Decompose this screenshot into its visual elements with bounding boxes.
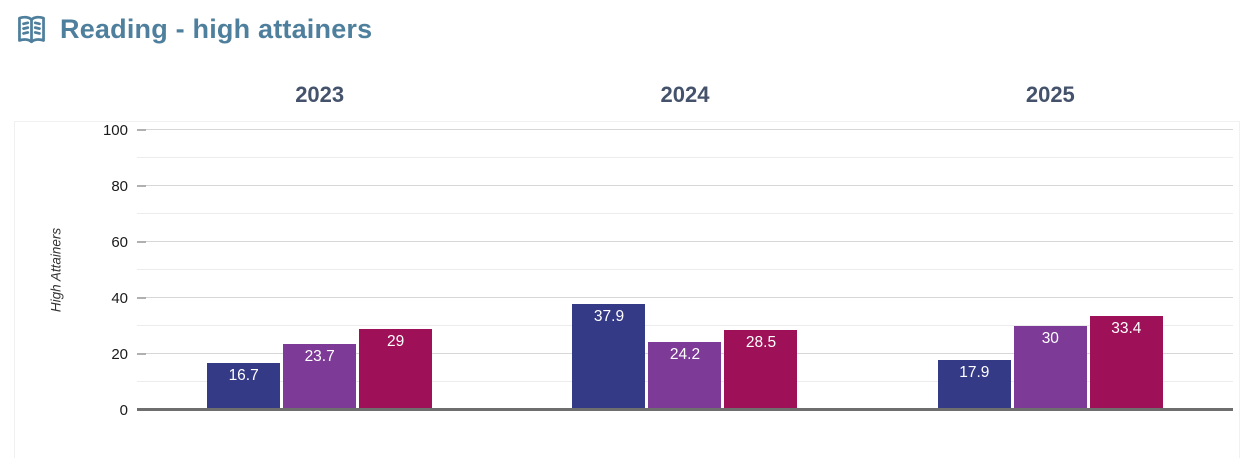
bar-group-slot-2023: 16.7 23.7 29	[137, 130, 502, 410]
bar-2025-series-3: 33.4	[1089, 316, 1163, 410]
gridline-80	[137, 184, 1233, 187]
bar-value-label: 17.9	[959, 363, 990, 381]
bar-value-label: 24.2	[669, 346, 701, 364]
gridline-60	[137, 240, 1233, 243]
bar-value-label: 30	[1041, 330, 1059, 347]
bar-2024-series-3: 28.5	[724, 330, 798, 410]
plot-area: 16.7 23.7 29 37.9 24.2 28.5 17.9 30 33.4	[137, 128, 1233, 411]
bar-group-2023: 16.7 23.7 29	[207, 328, 433, 410]
gridline-30	[137, 325, 1233, 326]
bar-value-label: 37.9	[593, 307, 625, 325]
bar-2023-series-2: 23.7	[283, 343, 357, 410]
category-labels-row: 2023 2024 2025	[137, 82, 1233, 108]
bar-2025-series-2: 30	[1013, 326, 1087, 410]
page-title: Reading - high attainers	[60, 14, 373, 44]
y-tick-label-20: 20	[111, 345, 128, 363]
y-tick-label-100: 100	[102, 121, 128, 139]
y-tick-label-0: 0	[119, 401, 128, 419]
y-axis-tick-labels: 0 20 40 60 80 100	[0, 122, 128, 419]
bar-value-label: 16.7	[228, 367, 259, 385]
bar-value-label: 23.7	[304, 347, 335, 365]
bar-2024-series-1: 37.9	[572, 303, 646, 410]
category-label-2023: 2023	[295, 82, 345, 107]
bar-group-2025: 17.9 30 33.4	[937, 316, 1163, 410]
y-tick-label-80: 80	[111, 177, 128, 195]
open-book-icon	[14, 12, 49, 47]
bar-group-slot-2024: 37.9 24.2 28.5	[502, 130, 867, 410]
y-tick-label-60: 60	[111, 233, 128, 251]
bar-2024-series-2: 24.2	[648, 342, 722, 410]
bar-2023-series-1: 16.7	[207, 363, 281, 410]
gridline-100	[137, 128, 1233, 131]
bar-2025-series-1: 17.9	[937, 359, 1011, 410]
bar-2023-series-3: 29	[359, 328, 433, 410]
x-axis-line	[137, 408, 1233, 411]
gridline-90	[137, 157, 1233, 158]
gridline-40	[137, 296, 1233, 299]
bar-value-label: 29	[387, 332, 405, 350]
header: Reading - high attainers	[14, 12, 372, 47]
bar-value-label: 33.4	[1111, 320, 1142, 338]
gridline-50	[137, 269, 1233, 270]
gridline-70	[137, 213, 1233, 214]
bar-group-slot-2025: 17.9 30 33.4	[868, 130, 1233, 410]
category-label-2025: 2025	[1025, 82, 1075, 107]
category-label-2024: 2024	[660, 82, 710, 107]
bar-value-label: 28.5	[745, 334, 777, 352]
bar-group-2024: 37.9 24.2 28.5	[572, 303, 798, 410]
y-tick-label-40: 40	[111, 289, 128, 307]
